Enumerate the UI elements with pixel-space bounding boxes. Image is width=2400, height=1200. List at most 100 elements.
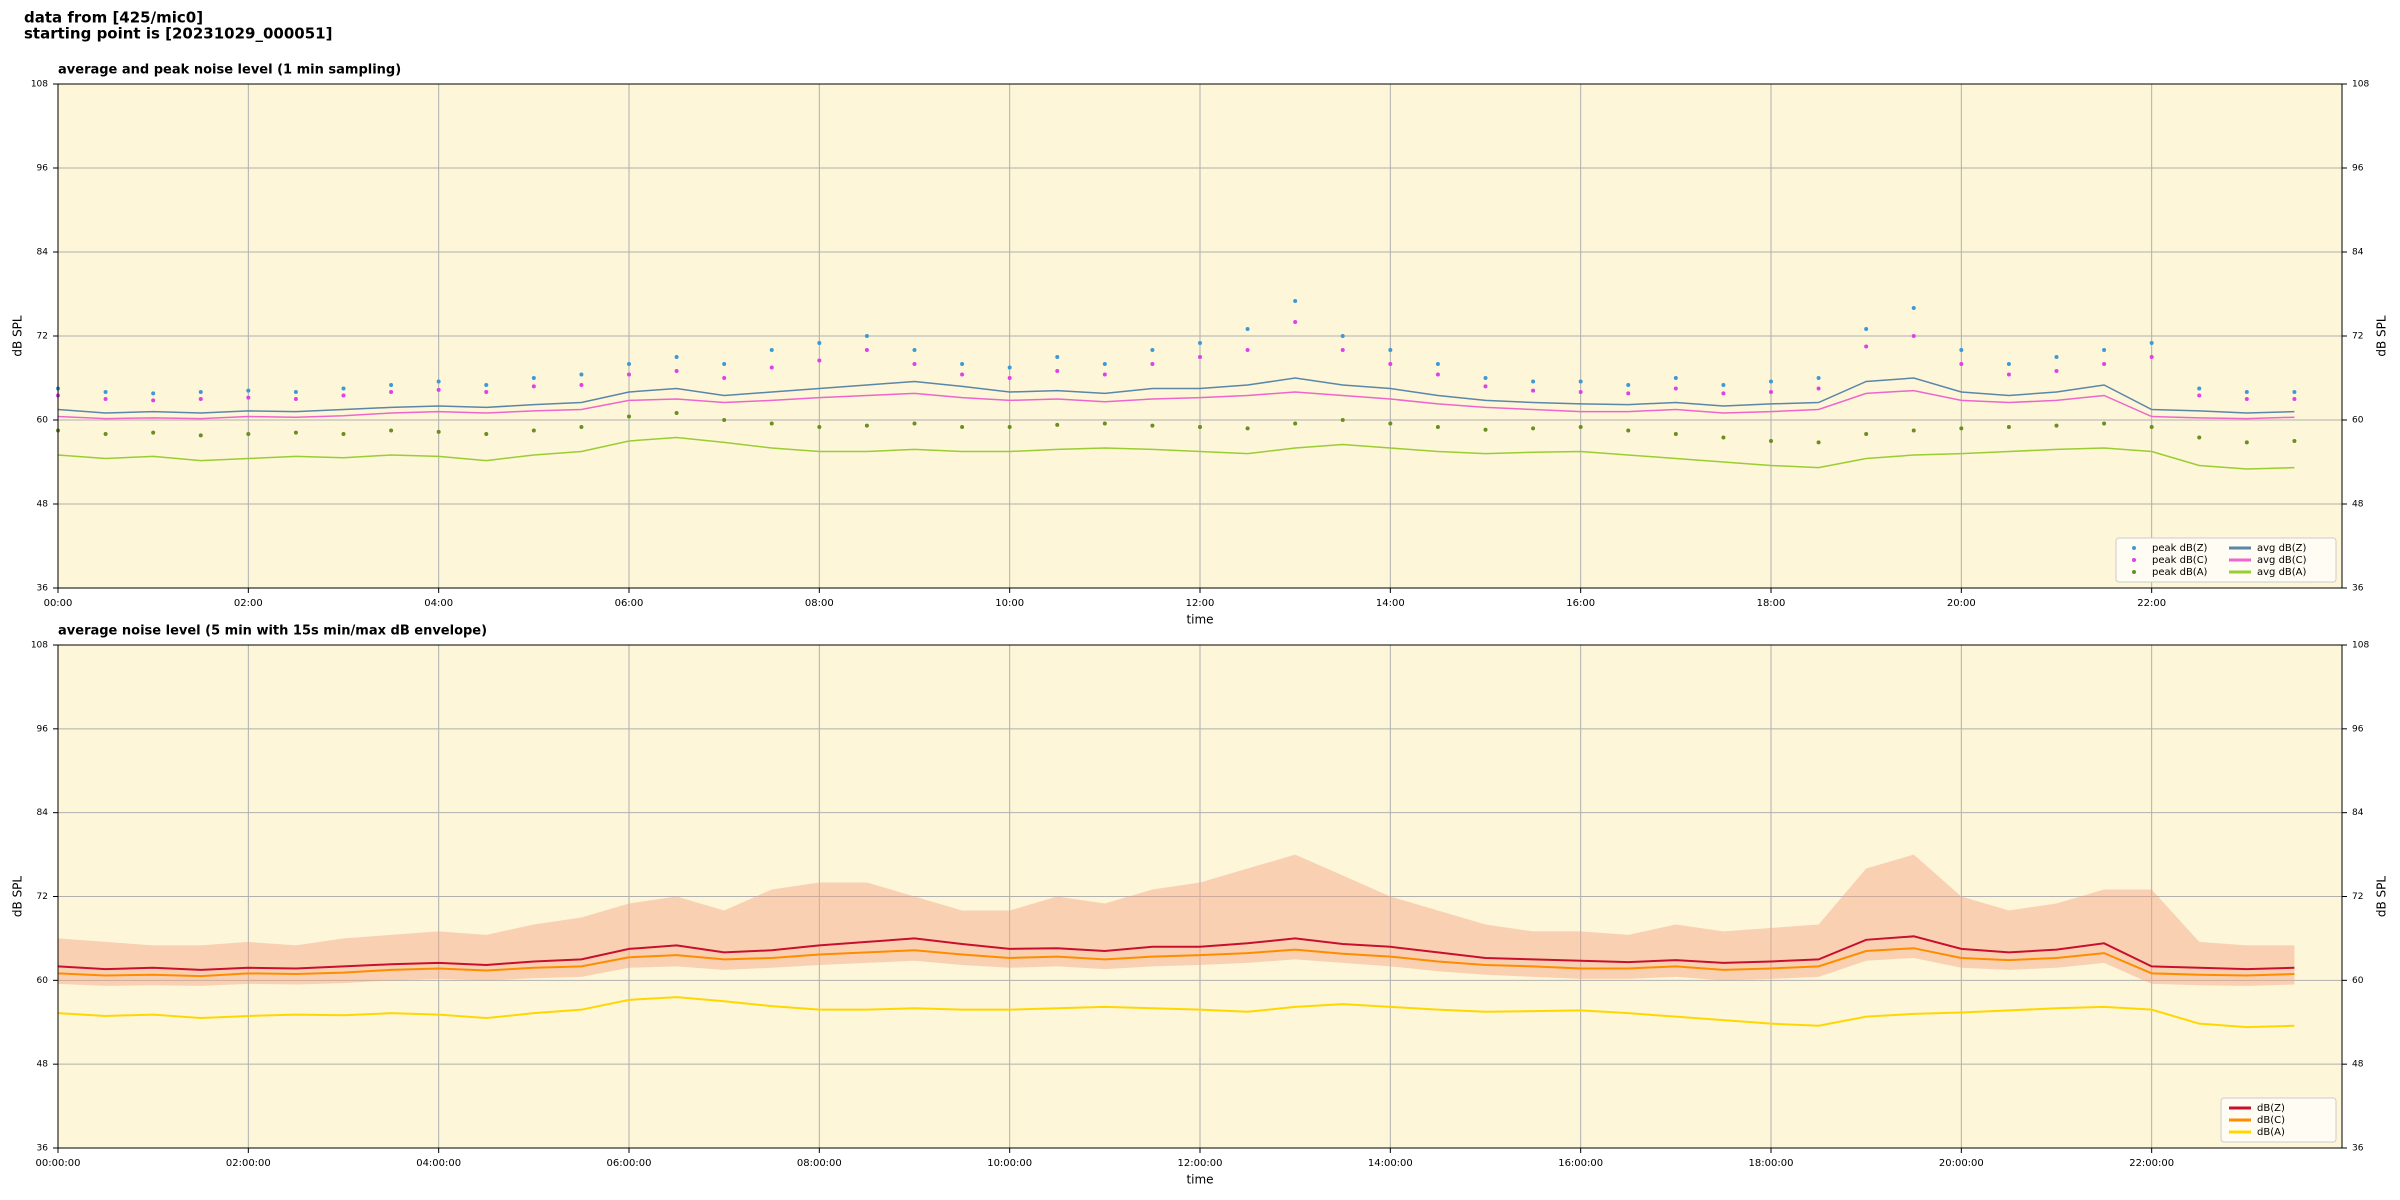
legend-label: avg dB(Z) [2257, 543, 2307, 554]
envelope-area [58, 854, 2295, 986]
peak-point [2006, 372, 2011, 377]
peak-point [1007, 376, 1012, 380]
peak-point [198, 397, 203, 401]
legend-label: dB(C) [2257, 1115, 2285, 1126]
peak-point [1673, 376, 1678, 380]
peak-point [103, 397, 108, 401]
y-tick-label: 48 [37, 1060, 49, 1070]
peak-point [1816, 440, 1821, 445]
legend-marker [2132, 546, 2136, 550]
peak-point [2292, 390, 2297, 394]
y-tick-label: 72 [37, 332, 48, 342]
series-line [57, 436, 2295, 470]
peak-point [2197, 435, 2202, 440]
peak-point [1531, 379, 1536, 384]
y2-tick-label: 84 [2352, 248, 2364, 258]
y-tick-label: 48 [37, 500, 49, 510]
peak-point [960, 372, 965, 377]
peak-point [1102, 362, 1107, 366]
legend-label: dB(A) [2257, 1127, 2285, 1138]
peak-point [2006, 425, 2011, 429]
peak-point [1102, 421, 1107, 426]
peak-point [769, 365, 774, 370]
peak-point [436, 387, 441, 392]
peak-point [293, 397, 298, 401]
header-line: data from [425/mic0] [24, 9, 203, 27]
x-tick-label: 18:00:00 [1749, 1158, 1794, 1169]
y2-tick-label: 108 [2352, 80, 2369, 90]
series-line [57, 947, 2295, 978]
y2-tick-label: 96 [2352, 164, 2364, 174]
x-tick-label: 02:00 [234, 598, 263, 609]
peak-point [2197, 393, 2202, 398]
peak-point [1959, 362, 1964, 366]
peak-point [436, 379, 441, 384]
peak-point [2149, 425, 2154, 429]
peak-point [1721, 435, 1726, 440]
peak-point [864, 334, 869, 338]
legend-label: peak dB(Z) [2152, 543, 2208, 554]
chart-title: average and peak noise level (1 min samp… [58, 63, 401, 78]
legend-label: avg dB(C) [2257, 555, 2307, 566]
peak-point [1150, 348, 1155, 352]
peak-point [1435, 372, 1440, 377]
x-tick-label: 10:00:00 [987, 1158, 1032, 1169]
peak-point [1864, 344, 1869, 349]
peak-point [2054, 355, 2059, 359]
peak-point [1959, 426, 1964, 431]
peak-point [151, 391, 156, 396]
peak-point [1911, 428, 1916, 433]
peak-point [1673, 386, 1678, 391]
x-tick-label: 20:00:00 [1939, 1158, 1984, 1169]
peak-point [1007, 425, 1012, 429]
peak-point [817, 341, 822, 345]
x-axis-label: time [1186, 613, 1213, 627]
peak-point [293, 390, 298, 394]
peak-point [864, 348, 869, 352]
peak-point [1340, 418, 1345, 422]
peak-point [1721, 391, 1726, 396]
peak-point [1150, 423, 1155, 428]
peak-point [1245, 426, 1250, 431]
x-tick-label: 12:00 [1186, 598, 1215, 609]
peak-point [769, 421, 774, 426]
peak-point [198, 433, 203, 438]
legend-marker [2132, 570, 2136, 574]
peak-point [674, 411, 679, 415]
peak-point [1531, 388, 1536, 393]
peak-point [722, 376, 727, 380]
peak-point [1293, 320, 1298, 324]
plot-frame [57, 644, 2343, 1149]
peak-point [1531, 426, 1536, 431]
y2-tick-label: 72 [2352, 892, 2363, 902]
peak-point [960, 362, 965, 366]
series-line [57, 377, 2295, 414]
y2-axis-label: dB SPL [2375, 876, 2389, 918]
peak-point [1198, 341, 1202, 345]
peak-point [1911, 306, 1916, 310]
peak-point [1245, 327, 1250, 331]
y-tick-label: 60 [37, 416, 49, 426]
peak-point [1483, 427, 1488, 432]
x-tick-label: 00:00 [44, 598, 73, 609]
peak-point [1721, 383, 1726, 387]
peak-point [1864, 432, 1869, 436]
x-tick-label: 02:00:00 [226, 1158, 271, 1169]
y-tick-label: 96 [37, 164, 49, 174]
series-line [57, 935, 2295, 971]
x-tick-label: 12:00:00 [1178, 1158, 1223, 1169]
x-tick-label: 08:00:00 [797, 1158, 842, 1169]
peak-point [2054, 423, 2059, 428]
plot-frame [57, 83, 2343, 589]
y-tick-label: 108 [31, 641, 48, 651]
peak-point [1293, 299, 1298, 303]
peak-point [2149, 341, 2154, 345]
y2-tick-label: 84 [2352, 808, 2364, 818]
peak-point [769, 348, 774, 352]
y-tick-label: 36 [37, 584, 49, 594]
y2-tick-label: 72 [2352, 332, 2363, 342]
peak-point [817, 358, 822, 363]
y2-tick-label: 96 [2352, 724, 2364, 734]
peak-point [1483, 384, 1488, 389]
peak-point [1055, 422, 1060, 427]
